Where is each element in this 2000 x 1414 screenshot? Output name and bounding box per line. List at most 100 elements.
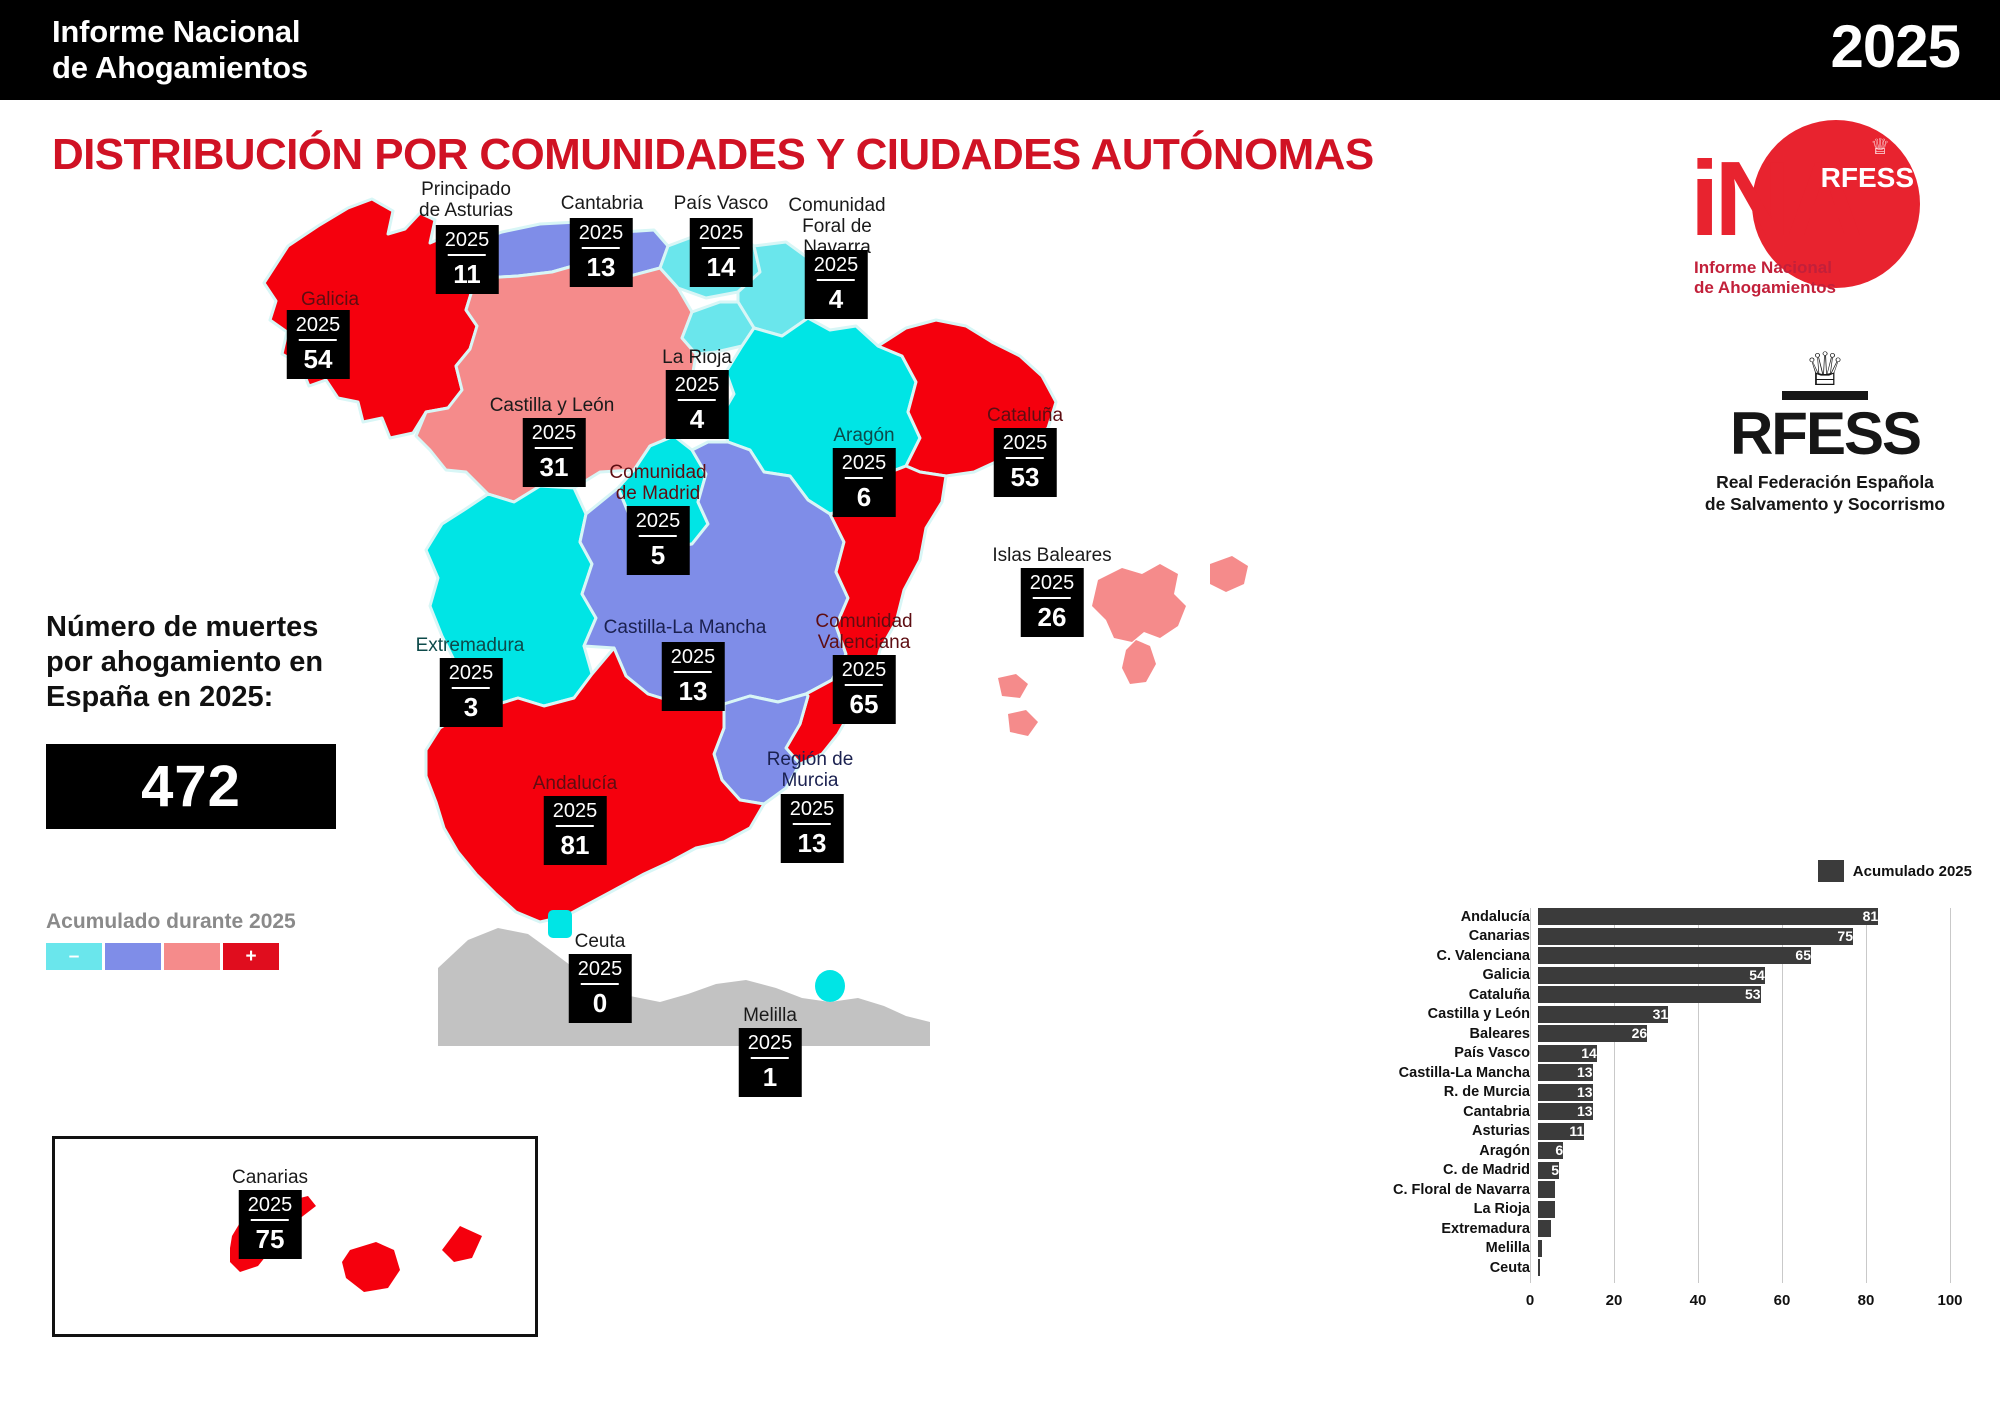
chip-year: 2025 [1029,572,1075,594]
map-region-label-ceuta: Ceuta [575,931,626,953]
chart-x-tick: 20 [1605,1292,1623,1309]
region-shape-valenciana [784,464,948,766]
chart-bar-value: 11 [1569,1122,1585,1139]
north-africa-coastline [438,928,930,1046]
chart-category-label: C. de Madrid [1442,1162,1530,1178]
chart-bar [1538,1025,1648,1042]
chart-bar-row: R. de Murcia 13 [1380,1083,1950,1101]
total-deaths-value: 472 [141,754,241,820]
map-region-label-line: Comunidad [609,462,707,483]
map-value-chip-islas-baleares: 2025 26 [1020,568,1084,637]
rfess-logo: ♕ RFESS Real Federación Española de Salv… [1700,346,1950,516]
chip-divider [638,535,678,537]
map-region-label-line: Murcia [781,769,839,791]
chip-year: 2025 [635,510,681,532]
legend-swatch-2 [105,943,161,970]
chart-plot-area: Andalucía 81 Canarias 75 C. Valenciana 65 Gali… [1380,908,1980,1286]
chip-divider [844,477,884,479]
chart-bar-track [1538,1181,1950,1198]
chip-value: 1 [762,1062,778,1092]
chart-legend: Acumulado 2025 [1817,860,1972,882]
chart-legend-label: Acumulado 2025 [1852,862,1972,880]
map-region-label-line: de Asturias [419,199,513,221]
map-value-chip-cantabria: 2025 13 [569,218,633,287]
ina-logo-badge: RFESS [1820,162,1914,193]
region-shape-baleares [998,556,1248,736]
chip-value: 5 [650,540,666,570]
chart-bar-value: 26 [1631,1025,1648,1041]
chip-value: 13 [678,676,708,706]
chart-bar [1538,966,1765,984]
map-region-label-cantabria: Cantabria [560,193,644,215]
region-shape-andalucia [424,646,766,924]
chart-bar-value: 54 [1749,966,1765,983]
chart-category-label: Melilla [1485,1240,1530,1256]
total-deaths-value-box: 472 [46,744,336,830]
chip-year: 2025 [444,229,490,251]
chart-gridline [1530,908,1531,1283]
chart-bar [1538,1259,1540,1276]
map-region-label-line: Cantabria [560,193,644,214]
map-region-label-line: Cataluña [986,405,1064,426]
page-title: DISTRIBUCIÓN POR COMUNIDADES Y CIUDADES … [52,130,1374,179]
chart-x-tick: 100 [1937,1292,1963,1309]
chart-category-label: Galicia [1482,967,1530,983]
chart-category-label: País Vasco [1454,1045,1530,1061]
total-deaths-block: Número de muertes por ahogamiento en Esp… [46,610,376,830]
chart-bar-row: Castilla-La Mancha 13 [1380,1064,1950,1081]
chart-bar-track [1538,1239,1950,1257]
chip-divider [750,1057,790,1059]
map-region-label-castilla-y-le-n: Castilla y León [490,395,615,417]
report-year: 2025 [1830,13,1961,80]
chip-value: 81 [560,830,590,860]
chip-value: 11 [453,259,481,289]
total-deaths-label-line3: España en 2025: [46,680,274,713]
chart-bar-value: 6 [1555,1142,1564,1158]
map-region-label-line: Canarias [231,1167,309,1188]
chart-gridline [1614,908,1615,1283]
map-region-label-canarias: Canarias [231,1167,309,1189]
ceuta-point [548,910,572,938]
map-value-chip-comunidad-de-madrid: 2025 5 [626,506,690,575]
report-title: Informe Nacional de Ahogamientos [52,14,308,87]
chart-category-label: C. Valenciana [1436,947,1531,964]
map-value-chip-principado-de-asturias: 2025 11 [435,225,499,294]
rfess-subtitle-line1: Real Federación Española [1716,472,1934,493]
map-value-chip-catalu-a: 2025 53 [993,428,1057,497]
map-region-label-regi-n-de-murcia: Región de Murcia [767,749,854,792]
chart-bar-track: 13 [1538,1103,1950,1120]
chip-year: 2025 [841,452,887,474]
chip-divider [555,825,595,827]
map-region-label-comunidad-de-madrid: Comunidad de Madrid [609,462,707,505]
chart-bar-track [1538,1220,1950,1237]
chart-bar-value: 53 [1745,986,1761,1002]
chart-bar-value: 81 [1862,908,1879,924]
page-header: Informe Nacional de Ahogamientos 2025 [0,0,2000,100]
chart-bar-row: Extremadura [1380,1220,1950,1237]
legend-swatch-1: – [46,943,102,970]
chart-bar [1538,1103,1593,1120]
map-value-chip-galicia: 2025 54 [286,310,350,379]
chip-divider [250,1219,290,1221]
chip-year: 2025 [295,314,341,336]
melilla-point [815,970,845,1002]
chart-bar-row: Galicia 54 [1380,966,1950,984]
chip-divider [701,247,741,249]
map-value-chip-canarias: 2025 75 [238,1190,302,1259]
chart-bar-row: Baleares 26 [1380,1025,1950,1042]
chip-divider [816,279,856,281]
chart-bar [1538,927,1853,945]
chart-bar-row: Asturias 11 [1380,1122,1950,1140]
chip-value: 3 [463,692,479,722]
map-value-chip-extremadura: 2025 3 [439,658,503,727]
map-region-label-catalu-a: Cataluña [986,405,1064,427]
chart-bar-row: C. Floral de Navarra [1380,1181,1950,1198]
map-region-label-pa-s-vasco: País Vasco [674,193,769,215]
map-value-chip-ceuta: 2025 0 [568,954,632,1023]
chart-gridline [1950,908,1951,1283]
chip-value: 31 [539,452,569,482]
chart-bar [1538,1044,1597,1062]
chart-bar-value: 5 [1551,1161,1559,1178]
chip-year: 2025 [670,646,716,668]
chart-x-tick: 80 [1857,1292,1875,1309]
